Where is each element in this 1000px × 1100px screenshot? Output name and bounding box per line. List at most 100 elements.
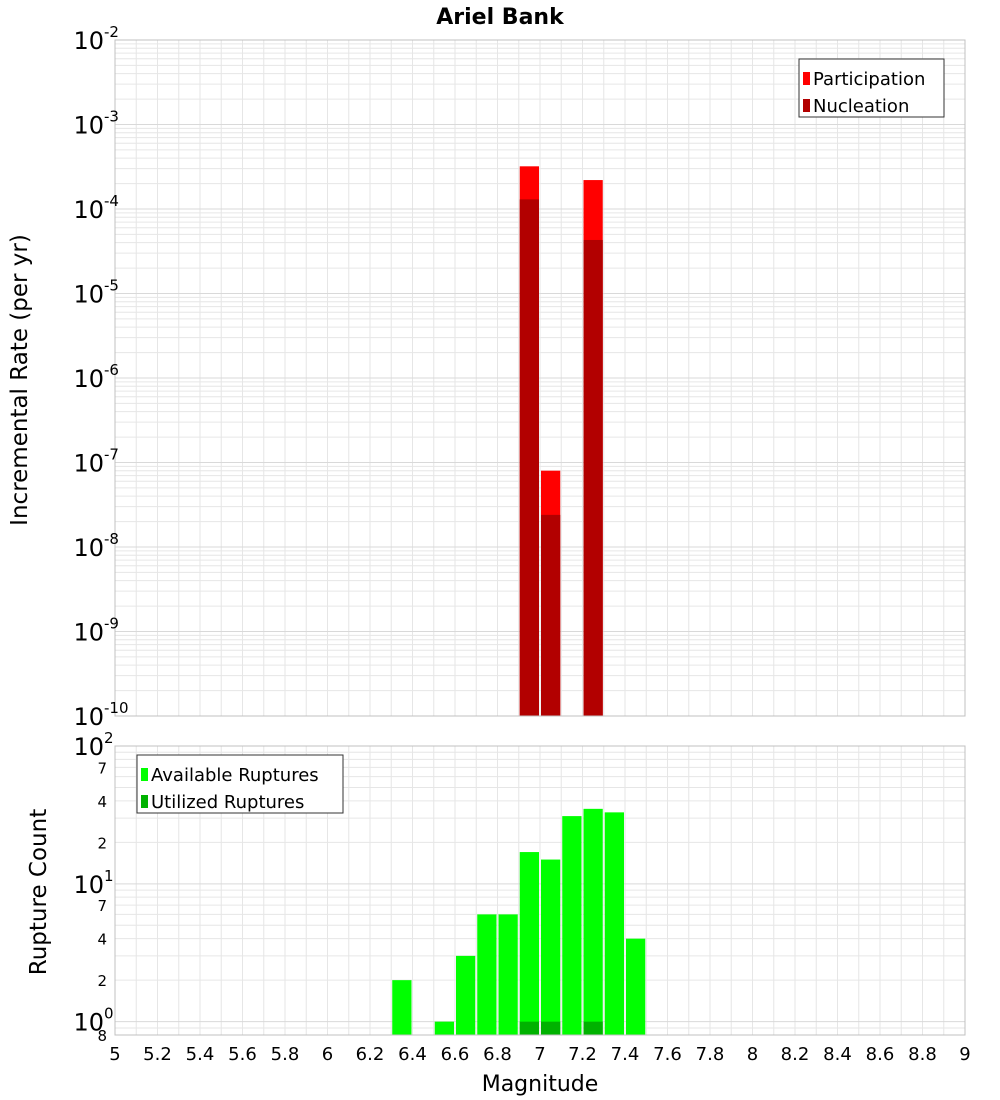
bottom-plot-frame bbox=[114, 745, 966, 1036]
top-y-tick-exponent: -8 bbox=[104, 530, 119, 548]
x-tick-label: 8.2 bbox=[781, 1044, 810, 1065]
x-tick-label: 6.2 bbox=[356, 1044, 385, 1065]
x-tick-label: 6.6 bbox=[441, 1044, 470, 1065]
bottom-bar-available-ruptures bbox=[626, 938, 646, 1035]
chart-title: Ariel Bank bbox=[436, 5, 565, 30]
x-tick-label: 5.4 bbox=[186, 1044, 215, 1065]
bottom-y-tick-minor: 8 bbox=[97, 1027, 107, 1045]
bottom-y-tick-minor: 2 bbox=[97, 834, 107, 852]
top-y-tick-base: 10 bbox=[73, 534, 104, 562]
top-y-tick-base: 10 bbox=[73, 196, 104, 224]
top-y-tick: 10 -2 bbox=[73, 23, 119, 55]
top-bar-nucleation bbox=[519, 199, 539, 717]
x-tick-label: 5 bbox=[109, 1044, 120, 1065]
bottom-y-tick-minor: 7 bbox=[97, 897, 107, 915]
x-tick-label: 8.4 bbox=[823, 1044, 852, 1065]
top-legend: Participation Nucleation bbox=[798, 58, 945, 118]
bottom-bar-available-ruptures bbox=[583, 808, 603, 1035]
bottom-bar-available-ruptures bbox=[434, 1021, 454, 1035]
top-y-tick-base: 10 bbox=[73, 703, 104, 731]
bottom-bar-available-ruptures bbox=[498, 914, 518, 1035]
x-tick-label: 7 bbox=[534, 1044, 545, 1065]
top-y-tick: 10 -10 bbox=[73, 699, 128, 731]
bottom-y-tick-minor: 4 bbox=[97, 931, 107, 949]
bottom-legend: Available Ruptures Utilized Ruptures bbox=[136, 754, 344, 814]
top-y-tick-exponent: -4 bbox=[104, 192, 119, 210]
top-bar-nucleation bbox=[583, 239, 603, 716]
x-tick-label: 7.4 bbox=[611, 1044, 640, 1065]
top-y-tick: 10 -4 bbox=[73, 192, 119, 224]
bottom-y-tick-minor: 2 bbox=[97, 972, 107, 990]
bottom-y-tick-base: 10 bbox=[73, 733, 104, 761]
x-tick-label: 6 bbox=[322, 1044, 333, 1065]
top-y-tick-base: 10 bbox=[73, 112, 104, 140]
bottom-bar-available-ruptures bbox=[541, 859, 561, 1035]
x-tick-label: 7.2 bbox=[568, 1044, 597, 1065]
x-tick-label: 6.8 bbox=[483, 1044, 512, 1065]
top-y-tick-exponent: -7 bbox=[104, 446, 119, 464]
x-tick-label: 5.8 bbox=[271, 1044, 300, 1065]
bottom-y-tick-base: 10 bbox=[73, 871, 104, 899]
x-tick-label: 5.2 bbox=[143, 1044, 172, 1065]
top-y-tick-base: 10 bbox=[73, 281, 104, 309]
top-legend-swatch bbox=[803, 72, 810, 85]
top-y-tick-exponent: -9 bbox=[104, 615, 119, 633]
top-y-tick-exponent: -2 bbox=[104, 23, 119, 41]
bottom-y-tick-major: 10 2 bbox=[73, 729, 113, 761]
top-y-tick-exponent: -5 bbox=[104, 277, 119, 295]
bottom-legend-label: Available Ruptures bbox=[151, 765, 319, 786]
top-y-tick: 10 -9 bbox=[73, 615, 119, 647]
bottom-legend-box bbox=[136, 754, 344, 814]
top-legend-label: Nucleation bbox=[813, 96, 909, 117]
top-legend-box bbox=[798, 58, 945, 118]
top-y-tick-exponent: -3 bbox=[104, 108, 119, 126]
x-tick-label: 7.8 bbox=[696, 1044, 725, 1065]
top-plot-frame bbox=[114, 39, 966, 717]
x-tick-label: 6.4 bbox=[398, 1044, 427, 1065]
top-y-tick: 10 -8 bbox=[73, 530, 119, 562]
bottom-y-tick-major: 10 0 bbox=[73, 1005, 113, 1037]
bottom-bar-utilized-ruptures bbox=[541, 1021, 561, 1035]
x-tick-label: 9 bbox=[959, 1044, 970, 1065]
top-legend-swatch bbox=[803, 99, 810, 112]
bottom-bar-available-ruptures bbox=[392, 980, 412, 1035]
x-tick-label: 8.8 bbox=[908, 1044, 937, 1065]
top-y-tick-exponent: -10 bbox=[104, 699, 129, 717]
top-bar-nucleation bbox=[541, 514, 561, 716]
top-y-tick-exponent: -6 bbox=[104, 361, 119, 379]
x-axis-label: Magnitude bbox=[482, 1072, 599, 1097]
bottom-y-tick-minor: 7 bbox=[97, 759, 107, 777]
bottom-bar-available-ruptures bbox=[604, 812, 624, 1035]
top-y-tick: 10 -6 bbox=[73, 361, 119, 393]
top-y-tick: 10 -5 bbox=[73, 277, 119, 309]
bottom-bar-utilized-ruptures bbox=[519, 1021, 539, 1035]
top-y-tick-base: 10 bbox=[73, 365, 104, 393]
x-tick-label: 5.6 bbox=[228, 1044, 257, 1065]
top-y-tick: 10 -3 bbox=[73, 108, 119, 140]
top-y-tick-base: 10 bbox=[73, 27, 104, 55]
top-y-axis-label: Incremental Rate (per yr) bbox=[7, 234, 33, 526]
bottom-y-tick-major: 10 1 bbox=[73, 867, 113, 899]
top-y-tick: 10 -7 bbox=[73, 446, 119, 478]
x-tick-label: 8 bbox=[747, 1044, 758, 1065]
bottom-y-tick-exponent: 1 bbox=[104, 867, 114, 885]
bottom-bar-available-ruptures bbox=[456, 955, 476, 1035]
bottom-bar-available-ruptures bbox=[477, 914, 497, 1035]
x-tick-label: 8.6 bbox=[866, 1044, 895, 1065]
bottom-y-tick-base: 10 bbox=[73, 1009, 104, 1037]
top-y-tick-base: 10 bbox=[73, 450, 104, 478]
x-tick-label: 7.6 bbox=[653, 1044, 682, 1065]
bottom-y-tick-exponent: 2 bbox=[104, 729, 114, 747]
bottom-bar-available-ruptures bbox=[519, 852, 539, 1035]
bottom-bar-utilized-ruptures bbox=[583, 1021, 603, 1035]
bottom-bar-available-ruptures bbox=[562, 816, 582, 1035]
bottom-legend-swatch bbox=[141, 795, 148, 808]
bottom-legend-label: Utilized Ruptures bbox=[151, 792, 304, 813]
bottom-y-tick-exponent: 0 bbox=[104, 1005, 114, 1023]
bottom-y-tick-minor: 4 bbox=[97, 793, 107, 811]
top-legend-label: Participation bbox=[813, 69, 925, 90]
bottom-y-axis-label: Rupture Count bbox=[26, 809, 52, 975]
bottom-legend-swatch bbox=[141, 768, 148, 781]
top-y-tick-base: 10 bbox=[73, 619, 104, 647]
